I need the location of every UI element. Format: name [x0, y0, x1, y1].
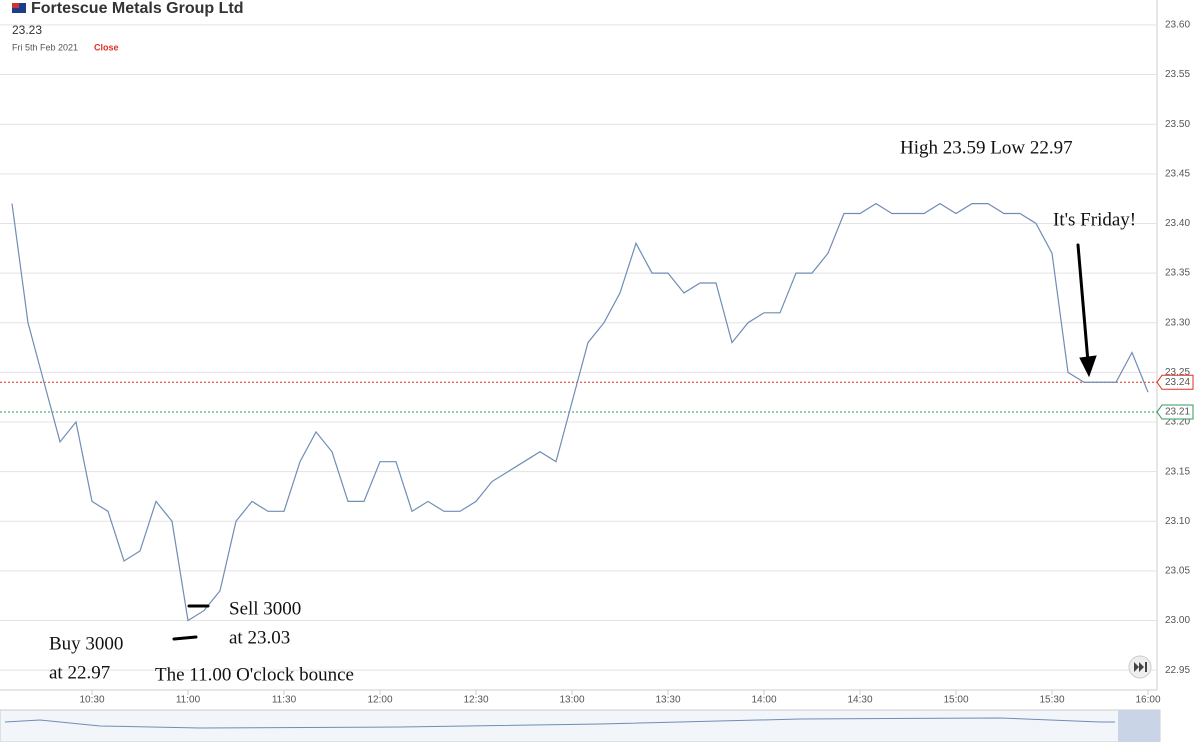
y-tick-label: 23.40 — [1165, 218, 1190, 229]
x-tick-label: 15:30 — [1039, 695, 1064, 706]
y-tick-label: 23.20 — [1165, 417, 1190, 428]
annotation: at 22.97 — [49, 662, 110, 683]
annotation: The 11.00 O'clock bounce — [155, 664, 354, 685]
price: 23.23 — [12, 23, 42, 37]
y-tick-label: 23.15 — [1165, 466, 1190, 477]
navigator — [0, 709, 1161, 742]
annotation: It's Friday! — [1053, 209, 1136, 230]
date: Fri 5th Feb 2021 — [12, 42, 78, 52]
reference-label: 23.24 — [1165, 377, 1190, 388]
annotation: High 23.59 Low 22.97 — [900, 137, 1073, 158]
x-tick-label: 12:00 — [367, 695, 392, 706]
x-tick-label: 13:30 — [655, 695, 680, 706]
reference-tag — [1156, 404, 1194, 420]
y-tick-label: 23.10 — [1165, 516, 1190, 527]
x-tick-label: 13:00 — [559, 695, 584, 706]
price-line — [11, 202, 1149, 622]
x-tick-label: 12:30 — [463, 695, 488, 706]
y-tick-label: 23.00 — [1165, 615, 1190, 626]
y-tick-label: 22.95 — [1165, 665, 1190, 676]
x-tick-label: 14:30 — [847, 695, 872, 706]
reference-label: 23.21 — [1165, 407, 1190, 418]
status: Close — [94, 42, 119, 52]
x-tick-label: 16:00 — [1135, 695, 1160, 706]
x-tick-label: 11:00 — [176, 695, 201, 706]
plot: 22.95 23.00 23.05 23.10 23.15 23.20 23.25 23.30… — [0, 20, 1194, 706]
y-tick-label: 23.05 — [1165, 566, 1190, 577]
y-tick-label: 23.60 — [1165, 20, 1190, 31]
x-tick-label: 11:30 — [272, 695, 297, 706]
flag-icon — [12, 3, 26, 13]
y-tick-label: 23.50 — [1165, 119, 1190, 130]
fast-forward-button[interactable] — [1128, 655, 1152, 679]
y-tick-label: 23.55 — [1165, 69, 1190, 80]
x-tick-label: 10:30 — [79, 695, 104, 706]
y-tick-label: 23.25 — [1165, 367, 1190, 378]
x-tick-label: 14:00 — [751, 695, 776, 706]
y-tick-label: 23.35 — [1165, 268, 1190, 279]
annotation: Buy 3000 — [49, 633, 123, 654]
annotation: at 23.03 — [229, 627, 290, 648]
annotation: Sell 3000 — [229, 598, 301, 619]
hand-marks — [172, 243, 1097, 641]
y-tick-label: 23.45 — [1165, 168, 1190, 179]
y-tick-label: 23.30 — [1165, 317, 1190, 328]
chart-title: Fortescue Metals Group Ltd — [31, 0, 243, 17]
x-tick-label: 15:00 — [943, 695, 968, 706]
reference-tag — [1156, 374, 1194, 390]
